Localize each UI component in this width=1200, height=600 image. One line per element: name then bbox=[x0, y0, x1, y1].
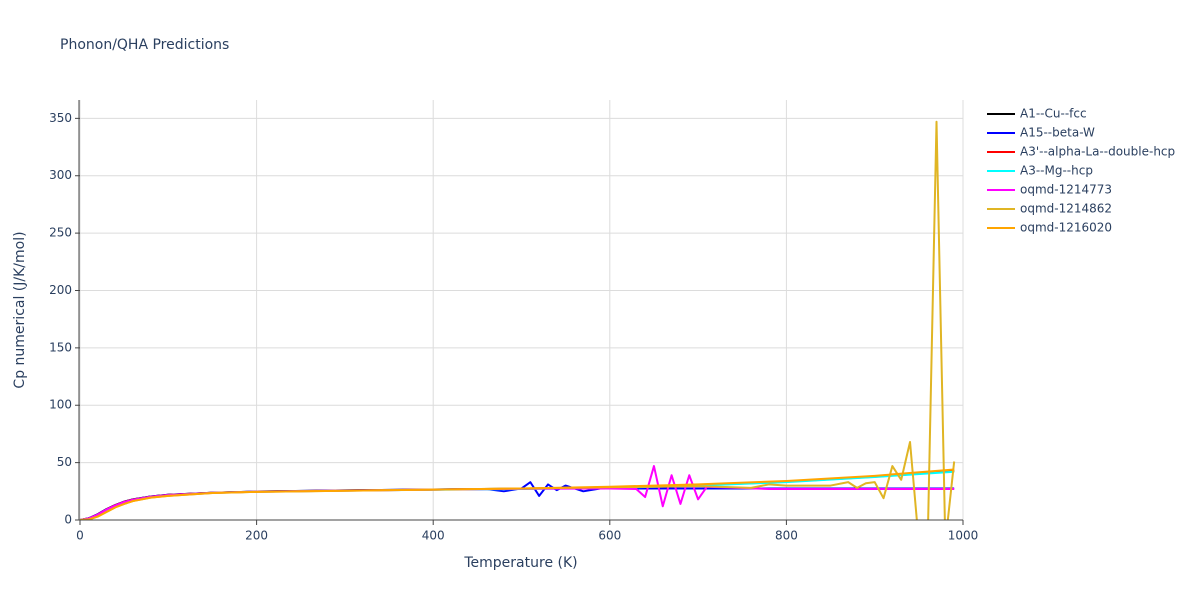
y-tick-label: 250 bbox=[49, 226, 72, 240]
plot-area bbox=[80, 120, 956, 520]
x-axis-title: Temperature (K) bbox=[463, 555, 577, 571]
y-axis-title: Cp numerical (J/K/mol) bbox=[12, 231, 28, 388]
legend: A1--Cu--fcc A15--beta-W A3'--alpha-La--dou… bbox=[987, 107, 1175, 235]
legend-label: oqmd-1216020 bbox=[1020, 221, 1112, 235]
x-tick-label: 800 bbox=[775, 529, 798, 543]
legend-label: oqmd-1214773 bbox=[1020, 183, 1112, 197]
y-tick-label: 100 bbox=[49, 398, 72, 412]
chart-title: Phonon/QHA Predictions bbox=[60, 37, 229, 53]
legend-label: A3'--alpha-La--double-hcp bbox=[1020, 145, 1175, 159]
x-tick-label: 200 bbox=[245, 529, 268, 543]
y-tick-label: 150 bbox=[49, 340, 72, 354]
x-tick-label: 600 bbox=[598, 529, 621, 543]
series-line bbox=[80, 468, 955, 520]
legend-label: A15--beta-W bbox=[1020, 126, 1095, 140]
y-tick-label: 200 bbox=[49, 283, 72, 297]
legend-label: A1--Cu--fcc bbox=[1020, 107, 1087, 121]
grid bbox=[79, 100, 964, 521]
legend-label: oqmd-1214862 bbox=[1020, 202, 1112, 216]
y-tick-label: 50 bbox=[57, 455, 72, 469]
x-tick-label: 0 bbox=[76, 529, 84, 543]
y-tick-label: 350 bbox=[49, 111, 72, 125]
x-tick-label: 1000 bbox=[948, 529, 979, 543]
y-tick-label: 0 bbox=[64, 513, 72, 527]
y-tick-label: 300 bbox=[49, 168, 72, 182]
legend-label: A3--Mg--hcp bbox=[1020, 164, 1093, 178]
x-tick-label: 400 bbox=[422, 529, 445, 543]
